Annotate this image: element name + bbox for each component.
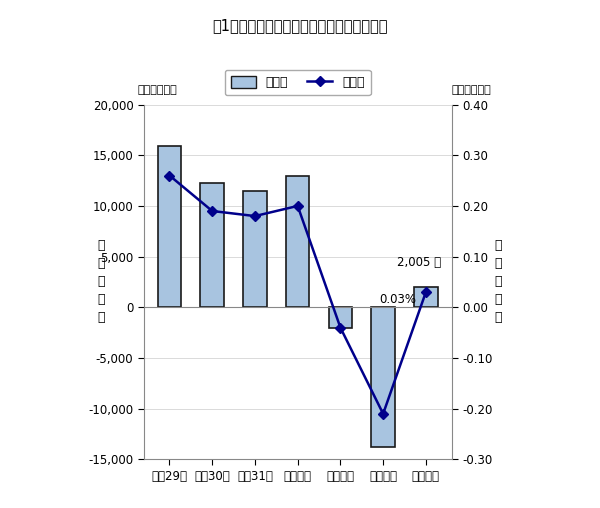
Bar — [243, 190, 266, 307]
Bar — [371, 307, 395, 447]
Text: 0.03%: 0.03% — [380, 293, 416, 306]
Text: （単位：％）: （単位：％） — [452, 85, 491, 95]
Bar — [329, 307, 352, 328]
Legend: 増減数, 増減率: 増減数, 増減率 — [224, 70, 371, 96]
Y-axis label: 人
口
増
減
率: 人 口 増 減 率 — [494, 239, 502, 325]
Bar — [414, 287, 437, 307]
Bar — [200, 182, 224, 307]
Y-axis label: 人
口
増
減
数: 人 口 増 減 数 — [97, 239, 104, 325]
Text: 図1　総人口の人口増減数及び増減率の推移: 図1 総人口の人口増減数及び増減率の推移 — [212, 18, 388, 33]
Bar — [158, 146, 181, 307]
Bar — [286, 175, 310, 307]
Text: 2,005 人: 2,005 人 — [397, 256, 442, 269]
Text: （単位：人）: （単位：人） — [137, 85, 178, 95]
